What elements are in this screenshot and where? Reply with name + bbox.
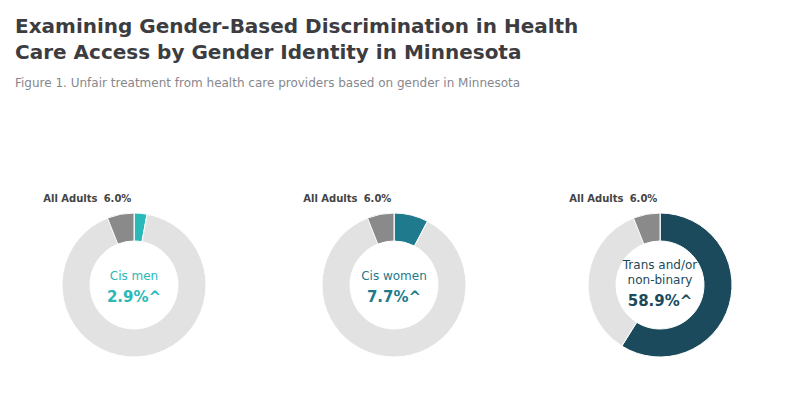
svg-text:Examining Gender-Based Discrim: Examining Gender-Based Discrimination in… [15, 14, 578, 38]
svg-text:Cis men: Cis men [110, 269, 158, 283]
svg-text:7.7%^: 7.7%^ [367, 288, 421, 306]
svg-text:All Adults: All Adults [43, 193, 97, 204]
svg-text:Figure 1. Unfair treatment fro: Figure 1. Unfair treatment from health c… [15, 76, 520, 90]
svg-text:6.0%: 6.0% [364, 193, 392, 204]
svg-text:58.9%^: 58.9%^ [628, 292, 693, 310]
svg-text:non-binary: non-binary [628, 273, 693, 287]
svg-text:Trans and/or: Trans and/or [622, 258, 697, 272]
svg-text:6.0%: 6.0% [104, 193, 132, 204]
svg-text:All Adults: All Adults [569, 193, 623, 204]
svg-text:6.0%: 6.0% [630, 193, 658, 204]
svg-text:Care Access by Gender Identity: Care Access by Gender Identity in Minnes… [15, 40, 521, 64]
svg-text:Cis women: Cis women [361, 269, 427, 283]
svg-text:All Adults: All Adults [303, 193, 357, 204]
svg-text:2.9%^: 2.9%^ [107, 288, 161, 306]
